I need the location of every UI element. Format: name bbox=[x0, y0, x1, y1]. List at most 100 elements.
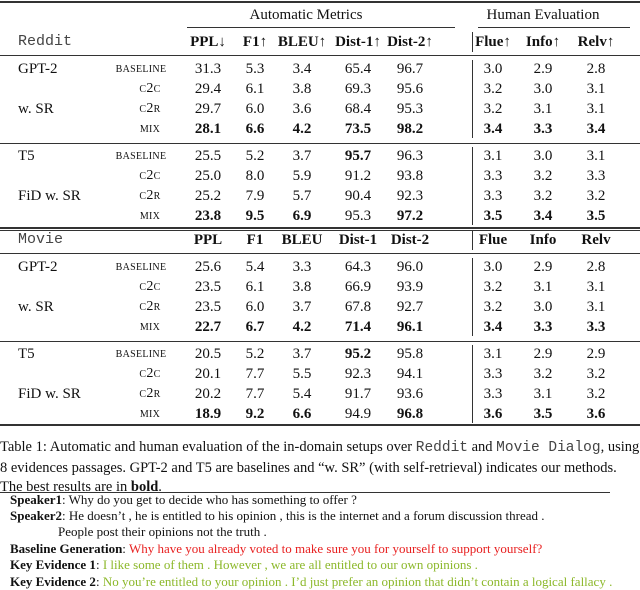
table-cell: 3.1 bbox=[533, 279, 553, 295]
table-cell: 5.7 bbox=[292, 188, 312, 204]
table-cell: 95.3 bbox=[344, 208, 372, 224]
group-header-automatic: Automatic Metrics bbox=[249, 7, 363, 23]
table-cell: 3.2 bbox=[586, 188, 606, 204]
variant-label: c2r bbox=[139, 386, 161, 401]
table-cell: 8.0 bbox=[245, 168, 265, 184]
column-header: F1 bbox=[246, 232, 264, 248]
table-cell: 22.7 bbox=[194, 319, 222, 335]
variant-label: baseline bbox=[115, 148, 167, 163]
table-cell: 3.2 bbox=[483, 299, 503, 315]
table-cell: 2.8 bbox=[586, 61, 606, 77]
table-cell: 3.4 bbox=[483, 121, 503, 137]
table-cell: 3.2 bbox=[533, 366, 553, 382]
variant-label: c2r bbox=[139, 299, 161, 314]
table-cell: 3.3 bbox=[483, 168, 503, 184]
table-cell: 5.9 bbox=[292, 168, 312, 184]
table-cell: 95.6 bbox=[396, 81, 424, 97]
variant-label: c2c bbox=[139, 279, 161, 294]
column-divider bbox=[472, 60, 473, 138]
table-cell: 64.3 bbox=[344, 259, 372, 275]
column-header: Flue↑ bbox=[475, 34, 511, 50]
table-cell: 18.9 bbox=[194, 406, 222, 422]
table-cell: 3.1 bbox=[586, 148, 606, 164]
table-cell: 5.3 bbox=[245, 61, 265, 77]
table-cell: 3.3 bbox=[483, 386, 503, 402]
table-cell: 3.6 bbox=[586, 406, 606, 422]
table-cell: 3.2 bbox=[533, 168, 553, 184]
baseline-text: Why have you already voted to make sure … bbox=[128, 541, 543, 556]
table-cell: 2.9 bbox=[533, 61, 553, 77]
table-cell: 2.9 bbox=[533, 346, 553, 362]
table-cell: 25.2 bbox=[194, 188, 222, 204]
table-cell: 6.1 bbox=[245, 279, 265, 295]
method-name: w. SR bbox=[18, 299, 54, 315]
table-cell: 5.4 bbox=[292, 386, 312, 402]
table-cell: 3.4 bbox=[292, 61, 312, 77]
table-cell: 23.5 bbox=[194, 299, 222, 315]
baseline-label: Baseline Generation bbox=[10, 541, 123, 556]
table-cell: 5.5 bbox=[292, 366, 312, 382]
table-cell: 3.5 bbox=[533, 406, 553, 422]
table-cell: 7.9 bbox=[245, 188, 265, 204]
table-cell: 3.0 bbox=[483, 61, 503, 77]
table-cell: 95.2 bbox=[344, 346, 372, 362]
table-cell: 3.0 bbox=[483, 259, 503, 275]
table-cell: 3.3 bbox=[533, 319, 553, 335]
column-header: Dist-2 bbox=[390, 232, 430, 248]
table-cell: 6.0 bbox=[245, 101, 265, 117]
column-header: BLEU bbox=[281, 232, 323, 248]
table-cell: 9.2 bbox=[245, 406, 265, 422]
column-header: Info↑ bbox=[525, 34, 561, 50]
table-cell: 5.2 bbox=[245, 346, 265, 362]
table-cell: 93.8 bbox=[396, 168, 424, 184]
table-cell: 3.1 bbox=[586, 81, 606, 97]
table-cell: 93.6 bbox=[396, 386, 424, 402]
table-cell: 5.4 bbox=[245, 259, 265, 275]
table-cell: 20.2 bbox=[194, 386, 222, 402]
table-cell: 3.3 bbox=[586, 319, 606, 335]
table-cell: 3.3 bbox=[533, 121, 553, 137]
table-cell: 6.0 bbox=[245, 299, 265, 315]
group-header-human: Human Evaluation bbox=[486, 7, 600, 23]
table-cell: 3.2 bbox=[533, 188, 553, 204]
table-cell: 3.0 bbox=[533, 81, 553, 97]
table-cell: 5.2 bbox=[245, 148, 265, 164]
table-cell: 3.7 bbox=[292, 148, 312, 164]
table-cell: 29.4 bbox=[194, 81, 222, 97]
model-name: T5 bbox=[18, 346, 35, 362]
table-cell: 96.0 bbox=[396, 259, 424, 275]
model-name: GPT-2 bbox=[18, 61, 58, 77]
table-cell: 3.3 bbox=[292, 259, 312, 275]
method-name: w. SR bbox=[18, 101, 54, 117]
table-cell: 3.2 bbox=[483, 101, 503, 117]
table-cell: 66.9 bbox=[344, 279, 372, 295]
key-evidence-1-text: I like some of them . However , we are a… bbox=[102, 557, 478, 572]
table-cell: 3.7 bbox=[292, 346, 312, 362]
group-rule bbox=[0, 143, 640, 144]
column-header: Relv↑ bbox=[577, 34, 615, 50]
top-rule bbox=[0, 1, 640, 3]
dataset-name: Movie bbox=[18, 231, 64, 248]
table-cell: 3.1 bbox=[483, 148, 503, 164]
column-divider bbox=[472, 32, 473, 52]
variant-label: c2r bbox=[139, 188, 161, 203]
caption-text: , using 8 evidences passages. GPT-2 and … bbox=[0, 439, 640, 495]
table-cell: 98.2 bbox=[396, 121, 424, 137]
table-cell: 69.3 bbox=[344, 81, 372, 97]
table-cell: 31.3 bbox=[194, 61, 222, 77]
caption-text: Table 1: Automatic and human evaluation … bbox=[0, 439, 416, 455]
variant-label: mix bbox=[139, 406, 161, 421]
table-cell: 3.1 bbox=[586, 279, 606, 295]
caption-text: and bbox=[467, 439, 497, 455]
table-cell: 71.4 bbox=[344, 319, 372, 335]
table-cell: 3.6 bbox=[483, 406, 503, 422]
model-name: T5 bbox=[18, 148, 35, 164]
table-cell: 73.5 bbox=[344, 121, 372, 137]
dataset-name: Reddit bbox=[18, 33, 73, 50]
table-cell: 3.3 bbox=[483, 366, 503, 382]
table-cell: 3.3 bbox=[483, 188, 503, 204]
model-name: GPT-2 bbox=[18, 259, 58, 275]
speaker2-line: Speaker2: He doesn’t , he is entitled to… bbox=[10, 508, 545, 524]
table-cell: 3.1 bbox=[533, 386, 553, 402]
speaker2-text: : He doesn’t , he is entitled to his opi… bbox=[62, 508, 545, 523]
